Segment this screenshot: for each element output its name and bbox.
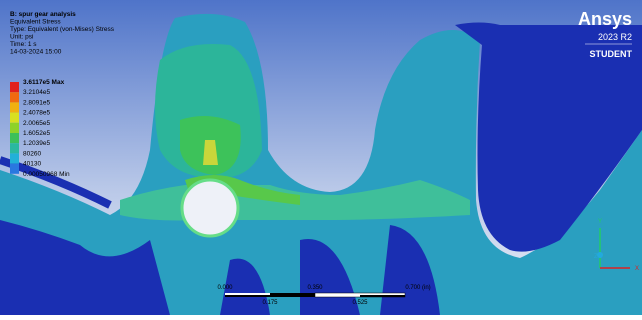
header-line: B: spur gear analysis (10, 11, 76, 18)
legend-label: 3.6117e5 Max (23, 79, 65, 86)
scale-label: 0.700 (in) (405, 285, 430, 291)
legend-label: 40130 (23, 161, 41, 168)
screenshot: B: spur gear analysisEquivalent StressTy… (0, 0, 642, 315)
legend-swatch (10, 102, 19, 112)
legend-label: 2.8091e5 (23, 99, 50, 106)
triad-label: Y (598, 219, 602, 225)
header-line: 14-03-2024 15:00 (10, 49, 62, 56)
legend-label: 0.00050968 Min (23, 171, 70, 178)
legend-swatch (10, 82, 19, 92)
legend-label: 2.0065e5 (23, 120, 50, 127)
legend-swatch (10, 164, 19, 174)
legend-swatch (10, 133, 19, 143)
legend-label: 1.6052e5 (23, 130, 50, 137)
logo-version: 2023 R2 (598, 32, 632, 42)
scale-label: 0.525 (352, 300, 368, 306)
legend-label: 1.2039e5 (23, 140, 50, 147)
triad-label: Z (594, 254, 598, 260)
logo-edition: STUDENT (590, 49, 633, 59)
legend-label: 2.4078e5 (23, 110, 50, 117)
scale-label: 0.350 (307, 285, 323, 291)
scale-label: 0.175 (262, 300, 278, 306)
legend-swatch (10, 153, 19, 163)
header-line: Unit: psi (10, 34, 33, 41)
legend-label: 80260 (23, 150, 41, 157)
legend-swatch (10, 143, 19, 153)
legend-swatch (10, 92, 19, 102)
legend-swatch (10, 123, 19, 133)
header-line: Equivalent Stress (10, 19, 61, 26)
triad-label: X (635, 266, 639, 272)
legend-swatch (10, 113, 19, 123)
logo-name: Ansys (578, 9, 632, 29)
header-line: Type: Equivalent (von-Mises) Stress (10, 26, 115, 33)
header-line: Time: 1 s (10, 41, 37, 48)
legend-label: 3.2104e5 (23, 89, 50, 96)
scale-label: 0.000 (217, 285, 233, 291)
